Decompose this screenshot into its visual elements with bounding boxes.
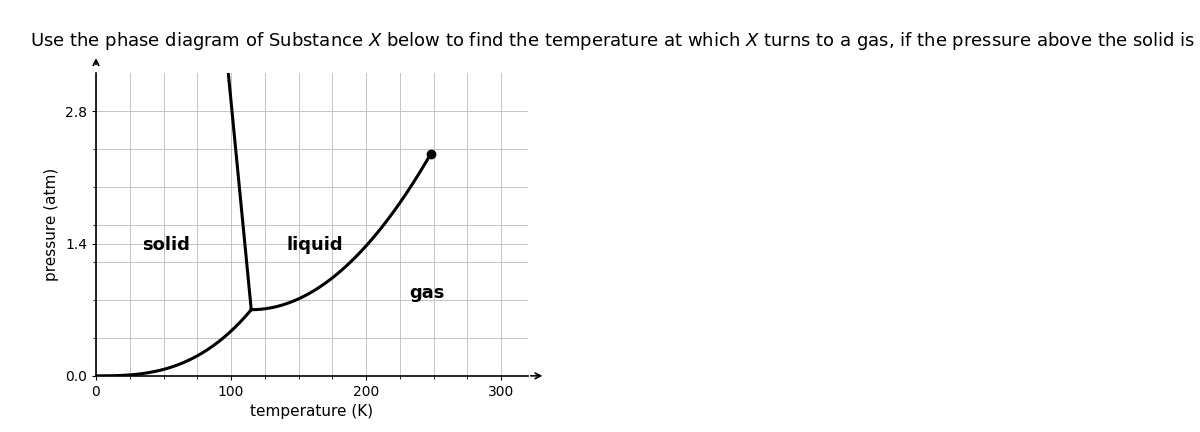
Text: Use the phase diagram of Substance $\it{X}$ below to find the temperature at whi: Use the phase diagram of Substance $\it{… [30, 30, 1200, 52]
Text: liquid: liquid [287, 236, 343, 254]
Text: gas: gas [409, 284, 444, 302]
Y-axis label: pressure (atm): pressure (atm) [44, 168, 60, 281]
Text: solid: solid [143, 236, 190, 254]
X-axis label: temperature (K): temperature (K) [251, 404, 373, 419]
